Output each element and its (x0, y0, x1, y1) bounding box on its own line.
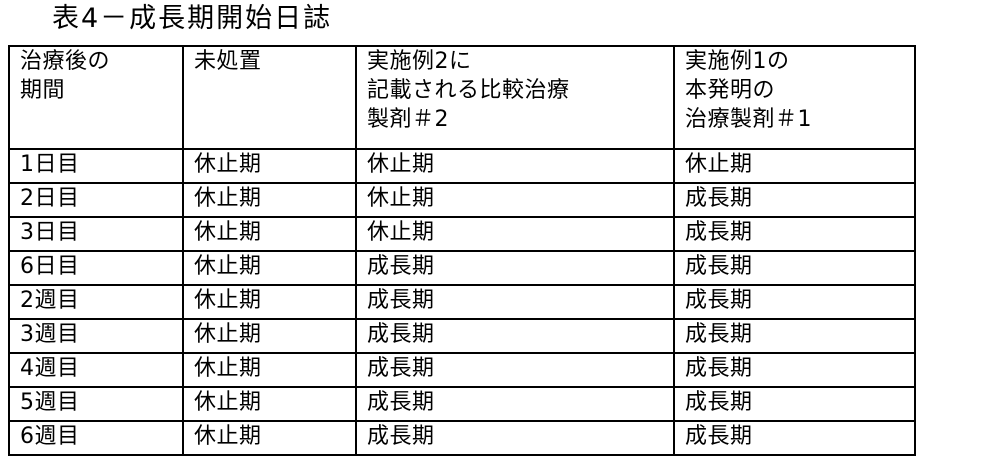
table-row: 2日目 休止期 休止期 成長期 (8, 182, 916, 218)
table-caption: 表4－成長期開始日誌 (52, 3, 333, 34)
table-row: 3日目 休止期 休止期 成長期 (8, 216, 916, 252)
growth-phase-onset-log-table: 治療後の 期間 未処置 実施例2に 記載される比較治療 製剤＃2 実施例1の 本… (8, 45, 916, 456)
cell-untreated: 休止期 (182, 250, 357, 286)
table-row: 2週目 休止期 成長期 成長期 (8, 284, 916, 320)
column-header-comparative-formulation: 実施例2に 記載される比較治療 製剤＃2 (355, 45, 675, 150)
cell-period: 2日目 (8, 182, 184, 218)
cell-untreated: 休止期 (182, 420, 357, 456)
column-header-untreated: 未処置 (182, 45, 357, 150)
cell-invention: 成長期 (673, 216, 916, 252)
cell-comparative: 成長期 (355, 318, 675, 354)
column-header-comparative-line-3: 製剤＃2 (367, 107, 449, 132)
cell-untreated: 休止期 (182, 216, 357, 252)
cell-period: 3週目 (8, 318, 184, 354)
cell-untreated: 休止期 (182, 148, 357, 184)
cell-untreated: 休止期 (182, 284, 357, 320)
table-body: 1日目 休止期 休止期 休止期 2日目 休止期 休止期 成長期 3日目 休止期 … (8, 148, 916, 456)
column-header-comparative-line-1: 実施例2に (367, 49, 472, 74)
cell-comparative: 成長期 (355, 386, 675, 422)
table-row: 6日目 休止期 成長期 成長期 (8, 250, 916, 286)
cell-invention: 成長期 (673, 420, 916, 456)
cell-invention: 成長期 (673, 352, 916, 388)
cell-comparative: 成長期 (355, 250, 675, 286)
column-header-invention-line-3: 治療製剤＃1 (685, 107, 812, 132)
cell-comparative: 成長期 (355, 420, 675, 456)
cell-untreated: 休止期 (182, 386, 357, 422)
cell-invention: 成長期 (673, 250, 916, 286)
cell-comparative: 成長期 (355, 352, 675, 388)
cell-untreated: 休止期 (182, 352, 357, 388)
cell-period: 6週目 (8, 420, 184, 456)
cell-comparative: 成長期 (355, 284, 675, 320)
cell-comparative: 休止期 (355, 148, 675, 184)
table-row: 6週目 休止期 成長期 成長期 (8, 420, 916, 456)
table-row: 5週目 休止期 成長期 成長期 (8, 386, 916, 422)
column-header-invention-formulation: 実施例1の 本発明の 治療製剤＃1 (673, 45, 916, 150)
column-header-period: 治療後の 期間 (8, 45, 184, 150)
cell-invention: 成長期 (673, 182, 916, 218)
table-row: 1日目 休止期 休止期 休止期 (8, 148, 916, 184)
table-row: 3週目 休止期 成長期 成長期 (8, 318, 916, 354)
cell-period: 5週目 (8, 386, 184, 422)
cell-invention: 成長期 (673, 386, 916, 422)
column-header-invention-line-1: 実施例1の (685, 49, 790, 74)
cell-invention: 休止期 (673, 148, 916, 184)
cell-invention: 成長期 (673, 284, 916, 320)
cell-untreated: 休止期 (182, 182, 357, 218)
column-header-period-line-1: 治療後の (20, 49, 111, 74)
cell-period: 3日目 (8, 216, 184, 252)
cell-comparative: 休止期 (355, 216, 675, 252)
cell-period: 4週目 (8, 352, 184, 388)
table-row: 4週目 休止期 成長期 成長期 (8, 352, 916, 388)
column-header-comparative-line-2: 記載される比較治療 (367, 78, 570, 103)
cell-invention: 成長期 (673, 318, 916, 354)
column-header-period-line-2: 期間 (20, 78, 66, 103)
cell-period: 6日目 (8, 250, 184, 286)
cell-untreated: 休止期 (182, 318, 357, 354)
cell-comparative: 休止期 (355, 182, 675, 218)
table-header: 治療後の 期間 未処置 実施例2に 記載される比較治療 製剤＃2 実施例1の 本… (8, 45, 916, 150)
column-header-untreated-line-1: 未処置 (194, 49, 262, 74)
column-header-invention-line-2: 本発明の (685, 78, 776, 103)
cell-period: 2週目 (8, 284, 184, 320)
table-header-row: 治療後の 期間 未処置 実施例2に 記載される比較治療 製剤＃2 実施例1の 本… (8, 45, 916, 150)
cell-period: 1日目 (8, 148, 184, 184)
